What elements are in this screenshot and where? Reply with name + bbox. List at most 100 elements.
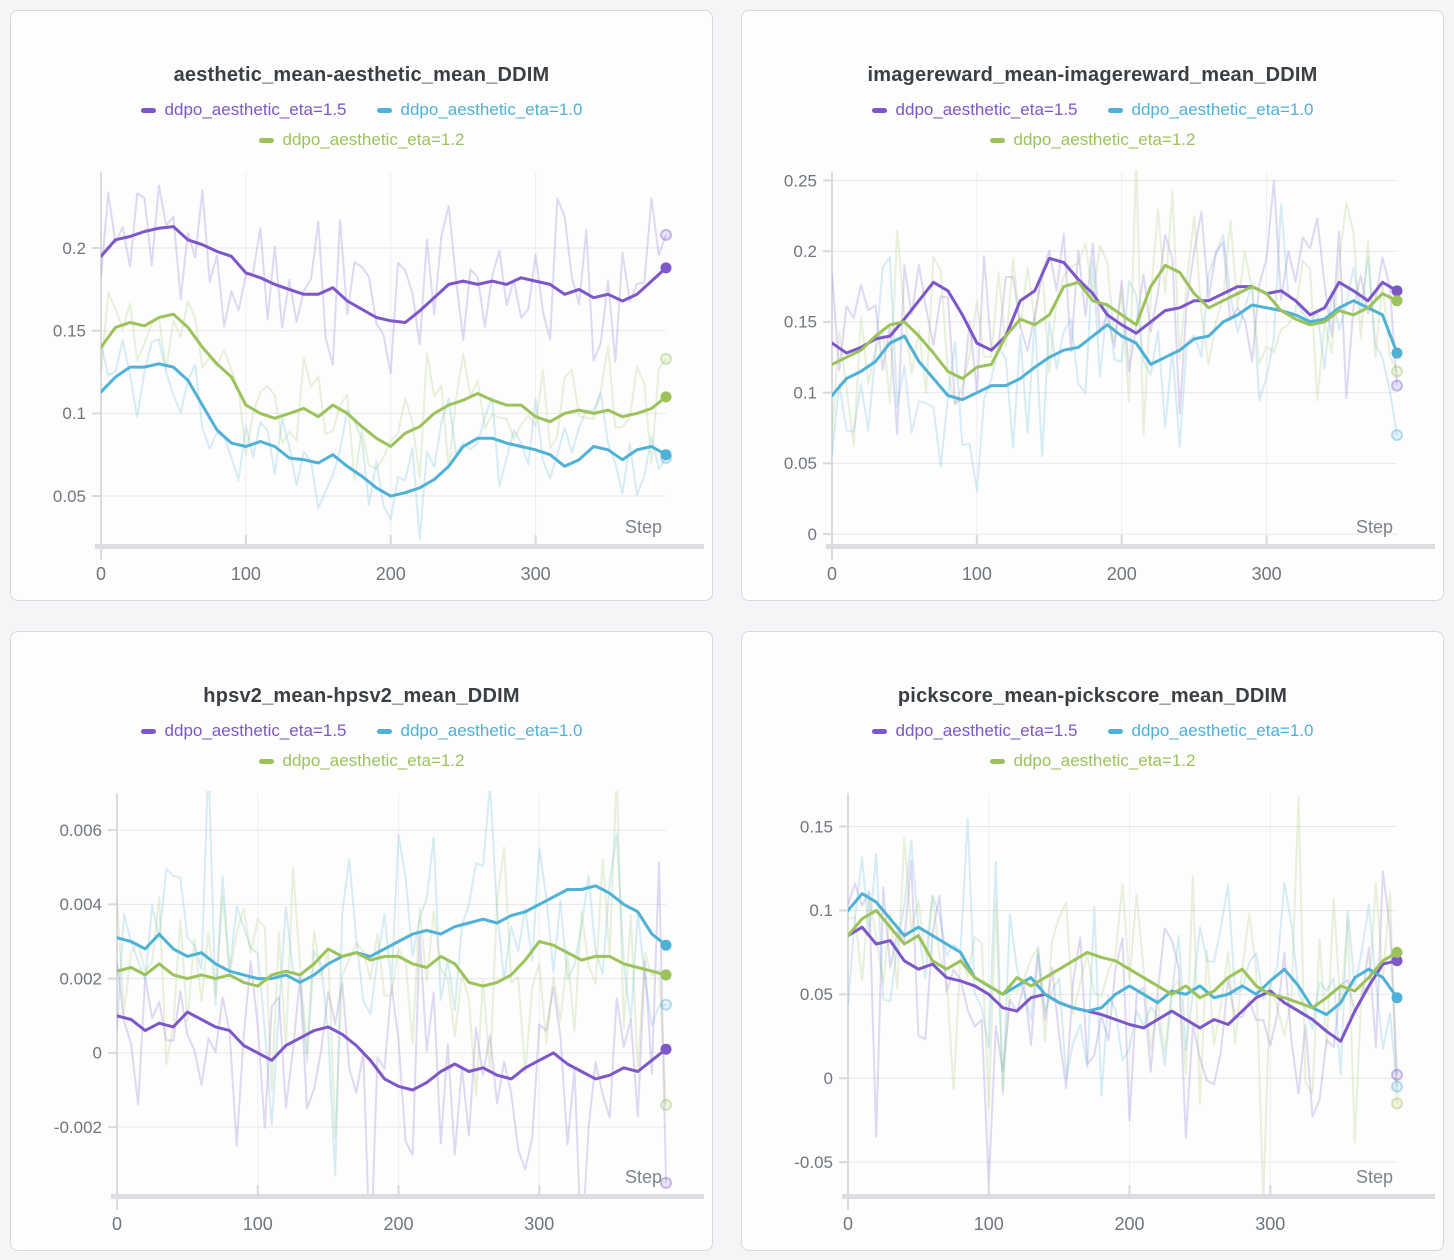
- x-axis-label: Step: [1356, 1167, 1393, 1187]
- legend-item[interactable]: ddpo_aesthetic_eta=1.5: [140, 96, 347, 124]
- raw-series-line: [848, 818, 1398, 1097]
- legend-marker-dash: [376, 107, 392, 113]
- smoothed-series-line: [848, 925, 1399, 1043]
- legend-item[interactable]: ddpo_aesthetic_eta=1.2: [258, 747, 465, 775]
- legend-label: ddpo_aesthetic_eta=1.2: [282, 751, 465, 770]
- legend-marker-dash: [376, 728, 392, 734]
- x-tick-label: 200: [376, 564, 406, 584]
- chart-plot-pickscore[interactable]: Step -0.05 0 0.05 0.1 0.15 0 100 200 300: [742, 779, 1443, 1240]
- chart-panel-hpsv2[interactable]: hpsv2_mean-hpsv2_mean_DDIM ddpo_aestheti…: [10, 631, 713, 1251]
- raw-series-line: [101, 338, 667, 540]
- raw-end-ring: [660, 998, 672, 1011]
- raw-end-ring: [660, 352, 672, 365]
- x-tick-label: 0: [827, 564, 837, 584]
- raw-series-line: [848, 859, 1398, 1186]
- legend-label: ddpo_aesthetic_eta=1.5: [164, 100, 347, 119]
- legend-item[interactable]: ddpo_aesthetic_eta=1.2: [989, 747, 1196, 775]
- raw-end-ring: [1391, 1080, 1403, 1093]
- x-tick-label: 300: [1252, 564, 1282, 584]
- legend-item[interactable]: ddpo_aesthetic_eta=1.0: [1107, 96, 1314, 124]
- legend-marker-dash: [258, 758, 274, 764]
- raw-end-ring: [1391, 1097, 1403, 1110]
- legend-item[interactable]: ddpo_aesthetic_eta=1.5: [140, 717, 347, 745]
- series-end-dot: [1391, 295, 1403, 307]
- legend-row: ddpo_aesthetic_eta=1.5 ddpo_aesthetic_eta…: [871, 96, 1314, 124]
- chart-panel-imagereward[interactable]: imagereward_mean-imagereward_mean_DDIM d…: [741, 10, 1444, 601]
- legend-item[interactable]: ddpo_aesthetic_eta=1.0: [1107, 717, 1313, 745]
- smoothed-series-line: [117, 940, 668, 988]
- legend-marker-dash: [1107, 728, 1123, 734]
- y-tick-label: 0.2: [793, 242, 817, 261]
- legend-item[interactable]: ddpo_aesthetic_eta=1.2: [989, 126, 1196, 154]
- raw-end-ring: [660, 1176, 672, 1189]
- series-end-dot: [660, 1043, 672, 1055]
- legend-item[interactable]: ddpo_aesthetic_eta=1.5: [871, 96, 1078, 124]
- smoothed-series-line: [117, 1010, 668, 1092]
- x-tick-label: 300: [524, 1214, 554, 1234]
- raw-end-ring: [1391, 365, 1403, 378]
- legend-marker-dash: [140, 728, 156, 734]
- x-tick-label: 100: [962, 564, 992, 584]
- x-tick-label: 200: [1107, 564, 1137, 584]
- legend-label: ddpo_aesthetic_eta=1.0: [1131, 100, 1314, 119]
- chart-plot-hpsv2[interactable]: Step -0.002 0 0.002 0.004 0.006 0 100 200 300: [11, 779, 712, 1240]
- x-tick-label: 200: [384, 1214, 414, 1234]
- series-end-dot: [1391, 285, 1403, 297]
- chart-panel-pickscore[interactable]: pickscore_mean-pickscore_mean_DDIM ddpo_…: [741, 631, 1444, 1251]
- legend-label: ddpo_aesthetic_eta=1.2: [1013, 130, 1196, 149]
- chart-title: pickscore_mean-pickscore_mean_DDIM: [897, 685, 1288, 707]
- y-tick-label: -0.05: [794, 1153, 833, 1172]
- legend-item[interactable]: ddpo_aesthetic_eta=1.2: [258, 126, 464, 154]
- raw-end-ring: [1391, 1068, 1403, 1081]
- x-axis-bar: [826, 544, 1435, 549]
- chart-plot-imagereward[interactable]: Step 0 0.05 0.1 0.15 0.2 0.25 0 100 200 300: [742, 158, 1443, 590]
- x-tick-label: 200: [1115, 1214, 1145, 1234]
- chart-legend: ddpo_aesthetic_eta=1.5 ddpo_aesthetic_eta…: [742, 96, 1443, 154]
- smoothed-series-line: [832, 256, 1399, 355]
- y-tick-label: 0.2: [62, 239, 86, 258]
- y-tick-label: 0.05: [53, 487, 86, 506]
- x-tick-label: 0: [112, 1214, 122, 1234]
- legend-label: ddpo_aesthetic_eta=1.2: [1013, 751, 1196, 770]
- x-axis-label: Step: [1356, 517, 1393, 537]
- legend-item[interactable]: ddpo_aesthetic_eta=1.5: [871, 717, 1078, 745]
- series-end-dot: [660, 449, 672, 461]
- raw-series-line: [832, 179, 1398, 436]
- legend-label: ddpo_aesthetic_eta=1.0: [400, 721, 583, 740]
- raw-end-ring: [1391, 429, 1403, 442]
- legend-label: ddpo_aesthetic_eta=1.5: [164, 721, 347, 740]
- legend-marker-dash: [871, 728, 887, 734]
- smoothed-series-line: [848, 892, 1399, 1016]
- chart-title: aesthetic_mean-aesthetic_mean_DDIM: [173, 64, 550, 86]
- y-tick-label: 0.15: [784, 313, 817, 332]
- legend-item[interactable]: ddpo_aesthetic_eta=1.0: [376, 717, 583, 745]
- legend-item[interactable]: ddpo_aesthetic_eta=1.0: [376, 96, 582, 124]
- raw-end-ring: [660, 1098, 672, 1111]
- chart-title: imagereward_mean-imagereward_mean_DDIM: [867, 64, 1318, 86]
- legend-label: ddpo_aesthetic_eta=1.5: [895, 721, 1078, 740]
- series-end-dot: [1391, 347, 1403, 359]
- series-end-dot: [1391, 992, 1403, 1004]
- legend-marker-dash: [989, 137, 1005, 143]
- legend-row: ddpo_aesthetic_eta=1.2: [989, 126, 1196, 154]
- legend-row: ddpo_aesthetic_eta=1.2: [258, 126, 464, 154]
- y-tick-label: 0: [808, 525, 817, 544]
- chart-panel-aesthetic[interactable]: aesthetic_mean-aesthetic_mean_DDIM ddpo_…: [10, 10, 713, 601]
- series-end-dot: [660, 939, 672, 951]
- smoothed-series-line: [101, 225, 668, 324]
- legend-label: ddpo_aesthetic_eta=1.5: [895, 100, 1078, 119]
- plot-area: [832, 170, 1399, 493]
- legend-marker-dash: [1107, 107, 1123, 113]
- raw-series-line: [117, 791, 667, 1139]
- raw-series-line: [117, 791, 667, 1177]
- plot-area: [117, 791, 668, 1194]
- raw-series-line: [848, 795, 1398, 1194]
- legend-row: ddpo_aesthetic_eta=1.2: [258, 747, 465, 775]
- y-tick-label: 0.004: [59, 895, 102, 914]
- chart-plot-aesthetic[interactable]: Step 0.05 0.1 0.15 0.2 0 100 200 300: [11, 158, 712, 590]
- y-tick-label: 0.1: [62, 404, 86, 423]
- x-tick-label: 300: [1255, 1214, 1285, 1234]
- smoothed-series-line: [117, 884, 668, 984]
- legend-row: ddpo_aesthetic_eta=1.2: [989, 747, 1196, 775]
